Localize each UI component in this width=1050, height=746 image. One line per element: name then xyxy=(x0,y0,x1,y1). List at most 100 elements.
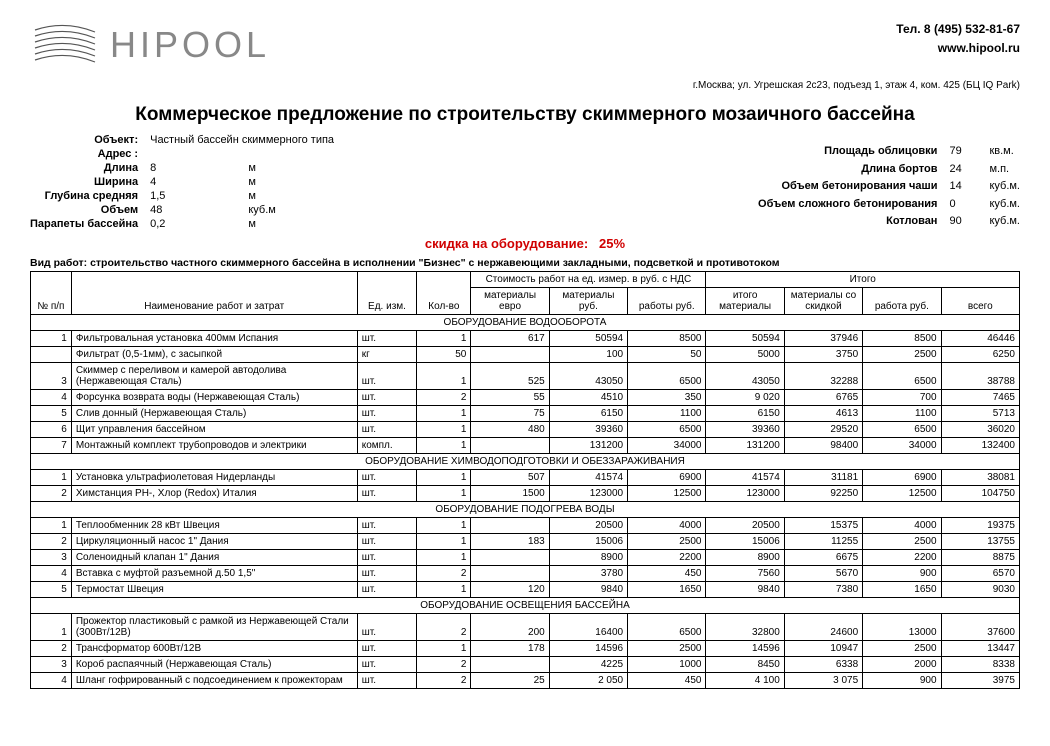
cell: 104750 xyxy=(941,486,1019,502)
cell: 2500 xyxy=(863,641,941,657)
cell: 4 xyxy=(31,390,72,406)
cell: 4 xyxy=(31,566,72,582)
cell: 6150 xyxy=(549,406,627,422)
item-name: Короб распаячный (Нержавеющая Сталь) xyxy=(71,657,357,673)
cell xyxy=(471,347,549,363)
cell: 41574 xyxy=(549,470,627,486)
discount-value: 25% xyxy=(599,236,625,251)
cell: 3750 xyxy=(784,347,862,363)
col-np: № п/п xyxy=(31,272,72,315)
cell: 3780 xyxy=(549,566,627,582)
cell: 2500 xyxy=(863,347,941,363)
table-row: 5Термостат Швецияшт.11209840165098407380… xyxy=(31,582,1020,598)
table-row: 2Циркуляционный насос 1" Данияшт.1183150… xyxy=(31,534,1020,550)
spec-value: 8 xyxy=(150,162,236,174)
cell: 1 xyxy=(417,406,471,422)
spec-label: Ширина xyxy=(30,176,138,188)
cell: 507 xyxy=(471,470,549,486)
cell: 7 xyxy=(31,438,72,454)
spec-unit: куб.м. xyxy=(989,215,1020,230)
cell: 525 xyxy=(471,363,549,390)
cell: 4000 xyxy=(863,518,941,534)
cell: 8500 xyxy=(628,331,706,347)
cell: 19375 xyxy=(941,518,1019,534)
cell: 1 xyxy=(31,518,72,534)
cell: 2 xyxy=(417,390,471,406)
table-row: 3Соленоидный клапан 1" Данияшт.189002200… xyxy=(31,550,1020,566)
item-name: Шланг гофрированный с подсоединением к п… xyxy=(71,673,357,689)
cell: 3 xyxy=(31,363,72,390)
spec-value: 90 xyxy=(949,215,977,230)
cell xyxy=(471,566,549,582)
item-name: Химстанция PH-, Хлор (Redox) Италия xyxy=(71,486,357,502)
cell: 92250 xyxy=(784,486,862,502)
cell: 15375 xyxy=(784,518,862,534)
cell: 15006 xyxy=(549,534,627,550)
object-label: Объект: xyxy=(30,134,138,146)
cell: 1 xyxy=(417,438,471,454)
item-name: Фильтрат (0,5-1мм), с засыпкой xyxy=(71,347,357,363)
table-row: 3Короб распаячный (Нержавеющая Сталь)шт.… xyxy=(31,657,1020,673)
cell: 1100 xyxy=(863,406,941,422)
col-it-work: работа руб. xyxy=(863,288,941,315)
cell: 50 xyxy=(628,347,706,363)
cell: 900 xyxy=(863,566,941,582)
table-row: 1Теплообменник 28 кВт Швецияшт.120500400… xyxy=(31,518,1020,534)
cell: 50 xyxy=(417,347,471,363)
item-name: Монтажный комплект трубопроводов и элект… xyxy=(71,438,357,454)
cell: 12500 xyxy=(863,486,941,502)
cell: 4613 xyxy=(784,406,862,422)
main-table: № п/п Наименование работ и затрат Ед. из… xyxy=(30,271,1020,689)
cell: 1650 xyxy=(863,582,941,598)
table-row: 5Слив донный (Нержавеющая Сталь)шт.17561… xyxy=(31,406,1020,422)
cell: 13755 xyxy=(941,534,1019,550)
cell: шт. xyxy=(357,534,417,550)
section-header-row: ОБОРУДОВАНИЕ ПОДОГРЕВА ВОДЫ xyxy=(31,502,1020,518)
cell: шт. xyxy=(357,363,417,390)
specs-right: Площадь облицовки79кв.м. Длина бортов24м… xyxy=(758,134,1020,230)
cell: 3 075 xyxy=(784,673,862,689)
item-name: Фильтровальная установка 400мм Испания xyxy=(71,331,357,347)
cell: 6500 xyxy=(628,614,706,641)
item-name: Соленоидный клапан 1" Дания xyxy=(71,550,357,566)
cell: 6675 xyxy=(784,550,862,566)
cell: 123000 xyxy=(549,486,627,502)
cell: 1650 xyxy=(628,582,706,598)
item-name: Термостат Швеция xyxy=(71,582,357,598)
cell: компл. xyxy=(357,438,417,454)
cell: 8875 xyxy=(941,550,1019,566)
specs-block: Объект: Частный бассейн скиммерного типа… xyxy=(30,134,1020,230)
cell: 6338 xyxy=(784,657,862,673)
spec-label: Объем бетонирования чаши xyxy=(758,180,937,195)
cell: 1100 xyxy=(628,406,706,422)
item-name: Вставка с муфтой разъемной д.50 1,5" xyxy=(71,566,357,582)
brand-name: HIPOOL xyxy=(110,24,270,66)
spec-value: 0,2 xyxy=(150,218,236,230)
col-qty: Кол-во xyxy=(417,272,471,315)
logo-wave-icon xyxy=(30,20,100,70)
discount-line: скидка на оборудование: 25% xyxy=(30,236,1020,251)
spec-unit: м xyxy=(248,218,334,230)
cell: 46446 xyxy=(941,331,1019,347)
spec-value: 79 xyxy=(949,145,977,160)
cell: 120 xyxy=(471,582,549,598)
cell: 1 xyxy=(417,470,471,486)
section-title: ОБОРУДОВАНИЕ ПОДОГРЕВА ВОДЫ xyxy=(31,502,1020,518)
table-body: ОБОРУДОВАНИЕ ВОДООБОРОТА1Фильтровальная … xyxy=(31,315,1020,689)
cell: 9840 xyxy=(549,582,627,598)
cell: шт. xyxy=(357,673,417,689)
table-row: 4Форсунка возврата воды (Нержавеющая Ста… xyxy=(31,390,1020,406)
col-total-group: Итого xyxy=(706,272,1020,288)
cell: 20500 xyxy=(706,518,784,534)
cell: шт. xyxy=(357,657,417,673)
cell: 8500 xyxy=(863,331,941,347)
cell: шт. xyxy=(357,331,417,347)
cell: 4000 xyxy=(628,518,706,534)
cell: 14596 xyxy=(549,641,627,657)
cell: 14596 xyxy=(706,641,784,657)
cell: 1 xyxy=(31,331,72,347)
cell: 2 xyxy=(31,534,72,550)
cell: шт. xyxy=(357,470,417,486)
cell: 2 xyxy=(31,641,72,657)
cell: 6570 xyxy=(941,566,1019,582)
